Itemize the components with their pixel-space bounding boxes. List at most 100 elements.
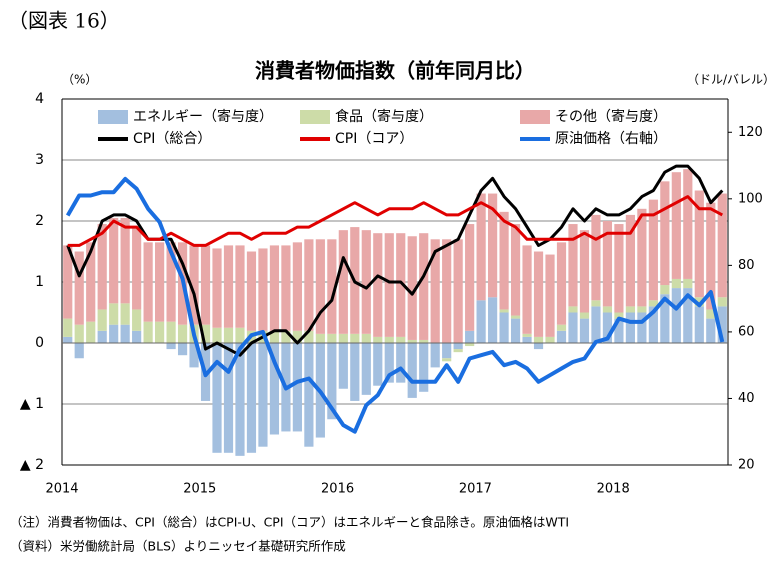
bar <box>304 343 314 447</box>
x-tick-label: 2017 <box>459 482 492 497</box>
bar <box>120 324 130 343</box>
bar <box>86 321 96 343</box>
bar <box>132 330 142 343</box>
bar <box>660 294 670 343</box>
bar <box>120 303 130 325</box>
bar <box>625 306 635 313</box>
legend-swatch <box>520 110 550 124</box>
bar <box>694 297 704 307</box>
bar <box>579 312 590 319</box>
bar <box>120 217 130 304</box>
bar <box>591 214 601 301</box>
bar <box>269 343 280 435</box>
bar <box>109 303 119 325</box>
bar <box>396 336 406 343</box>
bar <box>361 343 371 395</box>
bar <box>419 233 429 340</box>
chart-title: 消費者物価指数（前年同月比） <box>255 59 535 83</box>
bar <box>568 224 578 307</box>
bar <box>338 333 348 343</box>
y-tick-label: 2 <box>35 213 44 229</box>
bar <box>637 312 647 343</box>
bar <box>269 245 280 331</box>
bar <box>694 190 704 298</box>
bar <box>706 202 716 310</box>
bar <box>453 343 463 350</box>
y2-tick-label: 80 <box>738 258 755 273</box>
x-tick-label: 2014 <box>45 482 78 497</box>
bar <box>315 239 325 334</box>
y2-tick-label: 20 <box>738 458 755 473</box>
bar <box>258 248 268 331</box>
bar <box>304 330 314 343</box>
bar <box>556 242 567 325</box>
bar <box>614 224 624 313</box>
bar <box>499 312 509 343</box>
line-series <box>65 176 725 434</box>
bar <box>465 330 475 343</box>
bar <box>109 217 119 304</box>
bar <box>143 242 153 322</box>
figure-number: （図表 16） <box>8 9 120 33</box>
bar <box>396 233 406 337</box>
bar <box>671 278 681 289</box>
bar <box>373 336 383 343</box>
line-series <box>66 164 724 357</box>
bar <box>304 239 314 331</box>
bar <box>189 245 199 325</box>
y2-tick-label: 40 <box>738 391 755 406</box>
bar <box>614 312 624 319</box>
bar <box>648 199 658 301</box>
bar <box>706 318 716 343</box>
x-tick-label: 2015 <box>183 482 216 497</box>
bar <box>499 309 509 313</box>
bar <box>132 227 142 310</box>
bar <box>361 230 371 334</box>
bar <box>223 245 234 328</box>
bar <box>223 327 234 343</box>
bar <box>694 306 704 343</box>
bar <box>637 208 647 307</box>
bar <box>97 330 107 343</box>
bar <box>637 306 647 313</box>
bar <box>533 343 544 350</box>
bar <box>97 224 107 310</box>
bar <box>292 343 302 432</box>
bar <box>97 309 107 331</box>
bar <box>568 312 578 343</box>
bar <box>155 242 165 322</box>
bar <box>453 349 463 353</box>
bar <box>568 306 578 313</box>
bar <box>717 193 727 298</box>
bar <box>63 245 73 319</box>
bar <box>545 254 555 337</box>
bar <box>683 169 693 279</box>
source: （資料）米労働統計局（BLS）よりニッセイ基礎研究所作成 <box>10 539 346 554</box>
bar <box>407 339 417 343</box>
bar <box>269 330 280 343</box>
bar <box>510 224 521 316</box>
bar <box>476 193 486 301</box>
bar <box>706 309 716 319</box>
bar <box>373 343 383 386</box>
bar <box>235 327 245 343</box>
bar <box>258 343 268 447</box>
legend-label: エネルギー（寄与度） <box>133 108 273 125</box>
bar <box>602 312 613 343</box>
bar <box>488 297 498 343</box>
bar <box>419 339 429 343</box>
bar <box>717 297 727 307</box>
y2-tick-label: 60 <box>738 324 755 339</box>
bar <box>671 172 681 279</box>
bar <box>660 181 670 286</box>
bar <box>579 318 590 343</box>
bar <box>407 236 417 340</box>
bar <box>419 343 429 392</box>
bar <box>361 333 371 343</box>
bar <box>442 239 452 343</box>
bar <box>384 336 394 343</box>
y-tick-label: 1 <box>35 274 44 290</box>
bar <box>591 306 601 343</box>
y2-tick-label: 100 <box>738 191 763 206</box>
y2-unit: （ドル/バレル） <box>687 73 775 87</box>
